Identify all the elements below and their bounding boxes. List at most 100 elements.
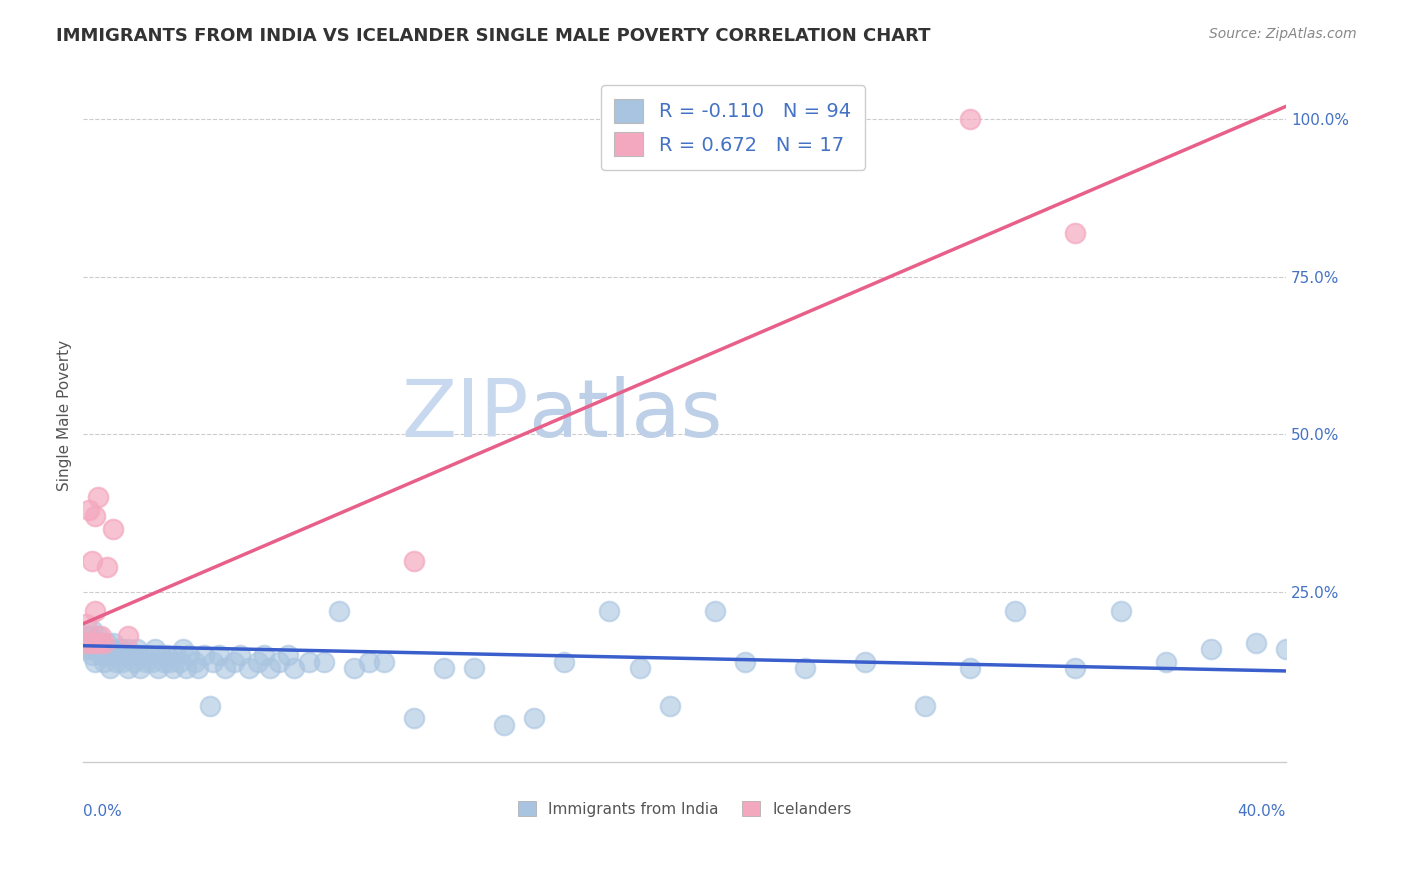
Point (82, 623, 104, 637)
Point (79, 641, 101, 656)
Point (298, 655, 321, 669)
Point (793, 661, 815, 675)
Point (373, 655, 395, 669)
Point (98, 641, 121, 656)
Point (75, 616, 97, 631)
Point (82, 553, 104, 567)
Point (174, 661, 197, 675)
Point (135, 655, 157, 669)
Point (222, 655, 245, 669)
Point (214, 661, 236, 675)
Point (150, 648, 173, 663)
Point (253, 648, 276, 663)
Point (84, 604, 107, 618)
Point (93, 641, 115, 656)
Point (328, 604, 350, 618)
Point (523, 711, 546, 725)
Point (259, 661, 281, 675)
Point (82, 635, 104, 649)
Point (1244, 635, 1267, 649)
Point (1109, 604, 1132, 618)
Point (103, 635, 125, 649)
Point (127, 641, 149, 656)
Point (82, 635, 104, 649)
Point (117, 661, 139, 675)
Point (277, 648, 299, 663)
Point (187, 661, 209, 675)
Text: Source: ZipAtlas.com: Source: ZipAtlas.com (1209, 27, 1357, 41)
Text: 40.0%: 40.0% (1237, 804, 1286, 819)
Point (177, 648, 200, 663)
Point (132, 648, 155, 663)
Point (75, 635, 97, 649)
Point (75, 641, 97, 656)
Point (79, 629, 101, 643)
Point (207, 648, 229, 663)
Point (172, 641, 194, 656)
Text: ZIP: ZIP (401, 376, 529, 455)
Point (433, 661, 456, 675)
Point (343, 661, 366, 675)
Point (402, 711, 425, 725)
Point (96, 560, 118, 574)
Legend: Immigrants from India, Icelanders: Immigrants from India, Icelanders (510, 793, 859, 824)
Point (959, 112, 981, 126)
Point (117, 629, 139, 643)
Y-axis label: Single Male Poverty: Single Male Poverty (58, 340, 72, 491)
Point (127, 648, 149, 663)
Point (120, 648, 142, 663)
Point (193, 648, 215, 663)
Point (628, 661, 651, 675)
Text: 0.0%: 0.0% (83, 804, 122, 819)
Point (166, 648, 188, 663)
Point (1064, 226, 1087, 240)
Point (141, 655, 163, 669)
Point (87, 635, 110, 649)
Point (959, 661, 981, 675)
Point (129, 661, 152, 675)
Point (463, 661, 485, 675)
Point (75, 635, 97, 649)
Point (103, 522, 125, 536)
Point (87, 491, 110, 505)
Point (267, 655, 290, 669)
Point (553, 655, 575, 669)
Point (201, 655, 224, 669)
Point (183, 655, 205, 669)
Point (84, 509, 107, 524)
Point (162, 661, 184, 675)
Point (238, 661, 260, 675)
Point (312, 655, 335, 669)
Point (138, 648, 160, 663)
Point (169, 655, 191, 669)
Text: IMMIGRANTS FROM INDIA VS ICELANDER SINGLE MALE POVERTY CORRELATION CHART: IMMIGRANTS FROM INDIA VS ICELANDER SINGL… (56, 27, 931, 45)
Point (105, 655, 128, 669)
Point (103, 648, 125, 663)
Point (93, 655, 115, 669)
Text: atlas: atlas (529, 376, 723, 455)
Point (283, 661, 305, 675)
Point (108, 648, 131, 663)
Point (148, 661, 170, 675)
Point (117, 641, 139, 656)
Point (87, 641, 110, 656)
Point (1275, 641, 1298, 656)
Point (703, 604, 725, 618)
Point (82, 648, 104, 663)
Point (87, 629, 110, 643)
Point (1199, 641, 1222, 656)
Point (124, 655, 146, 669)
Point (598, 604, 620, 618)
Point (153, 655, 176, 669)
Point (114, 648, 136, 663)
Point (90, 629, 112, 643)
Point (111, 641, 134, 656)
Point (79, 503, 101, 517)
Point (90, 635, 112, 649)
Point (96, 635, 118, 649)
Point (145, 641, 167, 656)
Point (1154, 655, 1177, 669)
Point (246, 655, 269, 669)
Point (98, 661, 121, 675)
Point (1064, 661, 1087, 675)
